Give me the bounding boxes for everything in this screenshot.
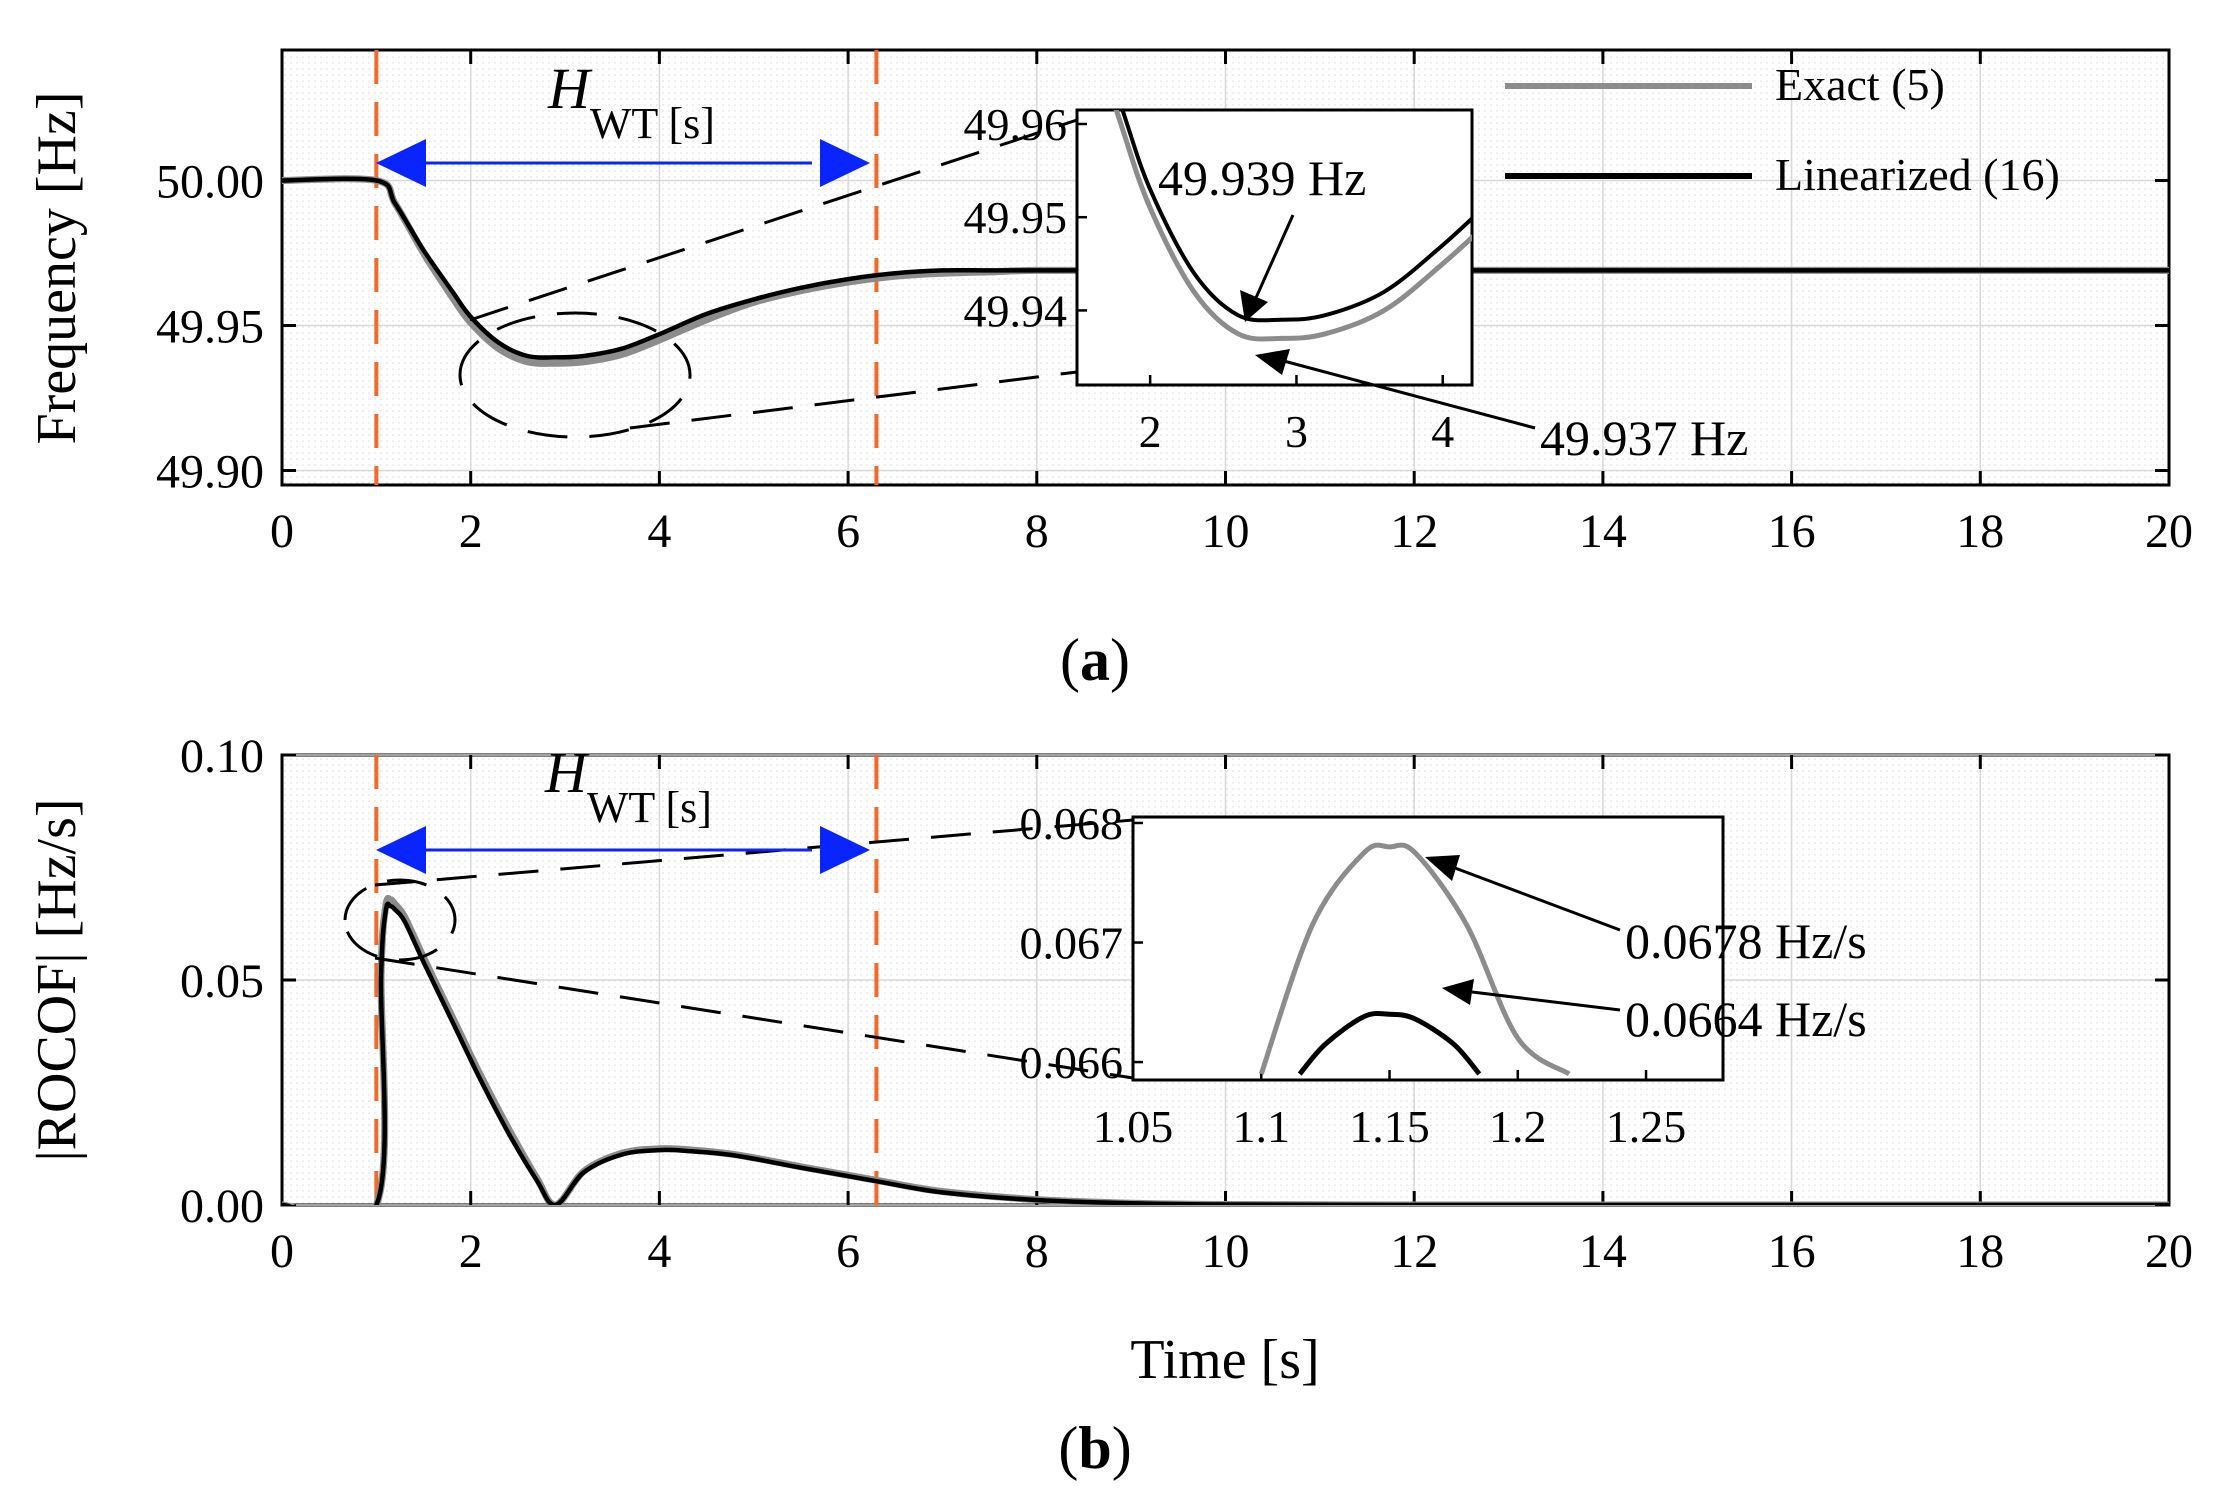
- annotation-0-0678-arrow: [1454, 866, 1621, 932]
- annotation-0-0664-arrowhead: [1442, 979, 1474, 1005]
- inset-x-tick-label: 1.05: [1093, 1101, 1174, 1152]
- panel-b-caption: (b): [1058, 1415, 1131, 1481]
- inset-y-tick-label: 49.94: [964, 285, 1068, 336]
- panel-a-inset: 2 3 4 49.96 49.95 49.94: [964, 99, 1474, 457]
- x-tick-label: 10: [1202, 1225, 1250, 1278]
- panel-a-caption: (a): [1060, 627, 1130, 693]
- panel-b-span-lines: [374, 755, 879, 1205]
- inset-y-tick-label: 0.067: [1020, 918, 1124, 969]
- x-tick-label: 20: [2145, 1225, 2193, 1278]
- x-tick-label: 8: [1025, 1225, 1049, 1278]
- panel-b: 0 2 4 6 8 10 12 14 16 18 20 0.10 0.05 0.00 HWT [s] 1…: [26, 730, 2193, 1481]
- annotation-0-0678: 0.0678 Hz/s: [1625, 913, 1867, 969]
- x-tick-label: 16: [1768, 1225, 1816, 1278]
- inset-x-tick-label: 1.1: [1233, 1101, 1291, 1152]
- x-tick-label: 12: [1390, 1225, 1438, 1278]
- x-tick-label: 6: [836, 505, 860, 558]
- y-tick-label: 49.90: [156, 446, 264, 499]
- inset-x-tick-label: 1.15: [1349, 1101, 1430, 1152]
- y-tick-label: 50.00: [156, 156, 264, 209]
- panel-a-series-linearized: [282, 176, 2169, 360]
- inset-x-tick-label: 4: [1431, 406, 1454, 457]
- inset-y-tick-label: 0.068: [1020, 798, 1124, 849]
- annotation-0-0678-arrowhead: [1425, 855, 1460, 881]
- legend: Exact (5) Linearized (16): [1505, 59, 2060, 200]
- panel-a-y-axis-label: Frequency [Hz]: [26, 92, 88, 445]
- panel-a-span-arrowhead-right: [820, 139, 870, 187]
- panel-b-inset-series-exact: [1258, 842, 1571, 1077]
- x-tick-label: 0: [270, 505, 294, 558]
- inset-y-tick-label: 49.95: [964, 192, 1068, 243]
- inset-y-tick-label: 0.066: [1020, 1037, 1124, 1088]
- x-tick-label: 14: [1579, 505, 1627, 558]
- annotation-0-0664: 0.0664 Hz/s: [1625, 991, 1867, 1047]
- x-tick-label: 8: [1025, 505, 1049, 558]
- annotation-49-937-arrow: [1279, 358, 1536, 430]
- panel-b-inset: 1.05 1.1 1.15 1.2 1.25 0.068 0.067 0.066: [1020, 798, 1725, 1152]
- x-tick-label: 14: [1579, 1225, 1627, 1278]
- panel-a-span-arrowhead-left: [376, 139, 426, 187]
- panel-b-x-axis-label: Time [s]: [1130, 1329, 1319, 1391]
- panel-a-zoom-ellipse: [458, 311, 692, 439]
- y-tick-label: 0.10: [180, 730, 264, 783]
- annotation-49-939-arrow: [1253, 214, 1295, 301]
- panel-a-y-ticks: 50.00 49.95 49.90: [156, 156, 2169, 499]
- inset-x-tick-label: 3: [1285, 406, 1308, 457]
- inset-x-tick-label: 2: [1139, 406, 1162, 457]
- panel-a-inset-ticks: 2 3 4 49.96 49.95 49.94: [964, 99, 1455, 457]
- x-tick-label: 2: [459, 505, 483, 558]
- panel-b-x-ticks: 0 2 4 6 8 10 12 14 16 18 20: [270, 755, 2193, 1278]
- legend-label-exact: Exact (5): [1775, 59, 1945, 110]
- y-tick-label: 49.95: [156, 301, 264, 354]
- panel-b-span-arrowhead-right: [820, 826, 870, 874]
- y-tick-label: 0.00: [180, 1180, 264, 1233]
- x-tick-label: 20: [2145, 505, 2193, 558]
- panel-b-y-axis-label: |ROCOF| [Hz/s]: [26, 798, 88, 1161]
- panel-a-zoom-connector-bottom: [629, 370, 1078, 430]
- panel-b-series-linearized: [282, 901, 2169, 1205]
- x-tick-label: 0: [270, 1225, 294, 1278]
- panel-a-span-lines: [374, 50, 879, 485]
- x-tick-label: 6: [836, 1225, 860, 1278]
- panel-a-zoom-connector-top: [469, 118, 1078, 322]
- panel-b-zoom-connector-bottom: [374, 956, 1134, 1080]
- panel-b-span-label: HWT [s]: [544, 740, 712, 832]
- x-tick-label: 10: [1202, 505, 1250, 558]
- annotation-49-937: 49.937 Hz: [1540, 410, 1748, 466]
- inset-x-tick-label: 1.2: [1489, 1101, 1547, 1152]
- annotation-49-937-arrowhead: [1255, 349, 1290, 375]
- panel-a-span-label: HWT [s]: [547, 56, 715, 148]
- annotation-49-939-arrowhead: [1240, 290, 1268, 322]
- inset-y-tick-label: 49.96: [964, 99, 1068, 150]
- x-tick-label: 4: [647, 505, 671, 558]
- x-tick-label: 12: [1390, 505, 1438, 558]
- panel-a-inset-series-linearized: [1120, 110, 1472, 323]
- x-tick-label: 16: [1768, 505, 1816, 558]
- annotation-49-939: 49.939 Hz: [1158, 150, 1366, 206]
- x-tick-label: 4: [647, 1225, 671, 1278]
- panel-b-zoom-ellipse: [343, 878, 457, 962]
- legend-label-linearized: Linearized (16): [1775, 149, 2060, 200]
- inset-x-tick-label: 1.25: [1606, 1101, 1687, 1152]
- x-tick-label: 18: [1956, 505, 2004, 558]
- panel-a-x-ticks: 0 2 4 6 8 10 12 14 16 18 20: [270, 50, 2193, 558]
- panel-b-zoom-connector-top: [374, 818, 1134, 887]
- panel-a-inset-series-exact: [1113, 110, 1472, 342]
- panel-b-inset-ticks: 1.05 1.1 1.15 1.2 1.25 0.068 0.067 0.066: [1020, 798, 1687, 1152]
- x-tick-label: 2: [459, 1225, 483, 1278]
- panel-b-inset-series-linearized: [1297, 1010, 1482, 1076]
- y-tick-label: 0.05: [180, 955, 264, 1008]
- annotation-0-0664-arrow: [1471, 990, 1621, 1012]
- panel-a: 0 2 4 6 8 10 12 14 16 18 20 50.00 49.95 49.90 HWT [s…: [26, 48, 2193, 693]
- x-tick-label: 18: [1956, 1225, 2004, 1278]
- panel-b-span-arrowhead-left: [376, 826, 426, 874]
